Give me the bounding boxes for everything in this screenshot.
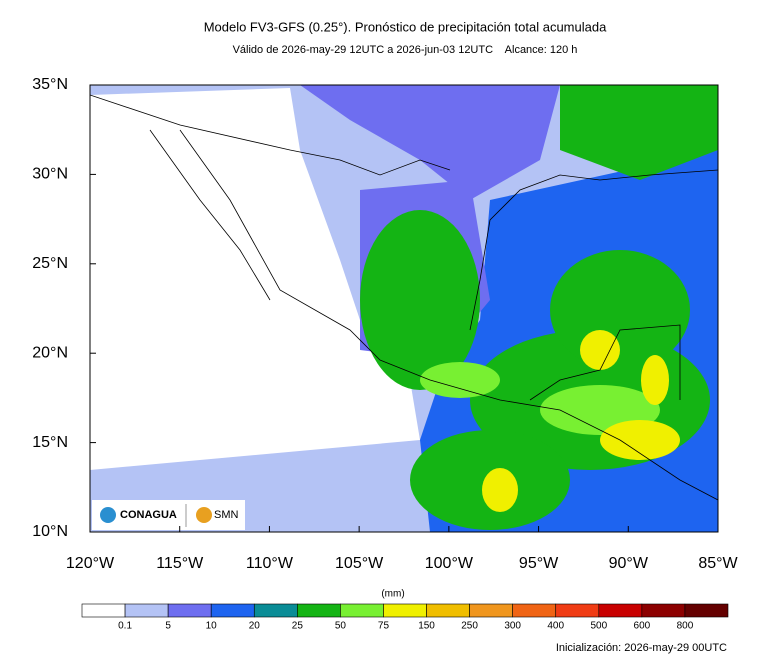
- colorbar-label: 20: [249, 621, 261, 632]
- colorbar-box: [469, 603, 513, 618]
- colorbar-box: [210, 603, 255, 618]
- subtitle: Válido de 2026-may-29 12UTC a 2026-jun-0…: [233, 44, 578, 56]
- colorbar-box: [253, 603, 298, 618]
- colorbar-label: 75: [378, 621, 390, 632]
- precip-field: [600, 420, 680, 460]
- colorbar-label: 0.1: [118, 621, 132, 632]
- x-tick-label: 120°W: [66, 555, 115, 572]
- colorbar-label: 5: [165, 621, 171, 632]
- coastline: [149, 129, 271, 301]
- init-text: Inicialización: 2026-may-29 00UTC: [556, 642, 727, 654]
- y-tick-label: 35°N: [32, 76, 68, 93]
- colorbar-box: [81, 603, 126, 618]
- x-tick-label: 85°W: [698, 555, 738, 572]
- colorbar-box: [297, 603, 341, 618]
- colorbar-unit: (mm): [381, 589, 404, 600]
- colorbar-box: [641, 603, 686, 618]
- precip-field: [560, 85, 718, 180]
- colorbar-box: [383, 603, 427, 618]
- colorbar-label: 250: [461, 621, 478, 632]
- x-tick-label: 90°W: [609, 555, 649, 572]
- colorbar-box: [426, 603, 470, 618]
- colorbar-label: 400: [547, 621, 564, 632]
- y-tick-label: 10°N: [32, 523, 68, 540]
- colorbar-label: 600: [634, 621, 651, 632]
- logo-text: CONAGUA: [120, 509, 177, 521]
- y-tick-label: 25°N: [32, 255, 68, 272]
- map: CONAGUA SMN: [89, 84, 719, 533]
- colorbar-label: 800: [677, 621, 694, 632]
- coastline: [529, 324, 681, 401]
- colorbar-label: 500: [590, 621, 607, 632]
- border: [90, 94, 451, 176]
- y-tick-label: 15°N: [32, 434, 68, 451]
- y-tick-label: 20°N: [32, 344, 68, 361]
- x-tick-label: 110°W: [246, 555, 294, 572]
- colorbar-label: 25: [292, 621, 304, 632]
- colorbar-label: 50: [335, 621, 347, 632]
- colorbar-box: [598, 603, 643, 618]
- logo-text: SMN: [214, 509, 239, 521]
- precip-field: [641, 355, 669, 405]
- logo-box: [92, 500, 245, 530]
- title: Modelo FV3-GFS (0.25°). Pronóstico de pr…: [204, 19, 607, 34]
- x-tick-label: 105°W: [335, 555, 384, 572]
- logo-icon: [196, 507, 212, 523]
- dry-area: [90, 88, 420, 470]
- precip-field: [300, 85, 560, 200]
- logo-icon: [100, 507, 116, 523]
- colorbar-box: [555, 603, 600, 618]
- colorbar-label: 150: [418, 621, 435, 632]
- precip-field: [420, 362, 500, 398]
- colorbar-box: [124, 603, 169, 618]
- colorbar-label: 10: [206, 621, 218, 632]
- x-tick-label: 115°W: [156, 555, 204, 572]
- precip-field: [360, 210, 480, 390]
- precip-field: [580, 330, 620, 370]
- precip-field: [550, 250, 690, 370]
- colorbar-box: [684, 603, 729, 618]
- colorbar-box: [340, 603, 384, 618]
- map-frame: [89, 84, 719, 533]
- x-tick-label: 95°W: [519, 555, 559, 572]
- x-tick-label: 100°W: [425, 555, 474, 572]
- coastline: [469, 169, 718, 331]
- colorbar-box: [512, 603, 557, 618]
- colorbar-box: [167, 603, 212, 618]
- colorbar-label: 300: [504, 621, 521, 632]
- y-tick-label: 30°N: [32, 166, 68, 183]
- coastline: [179, 129, 718, 501]
- precip-field: [482, 468, 518, 512]
